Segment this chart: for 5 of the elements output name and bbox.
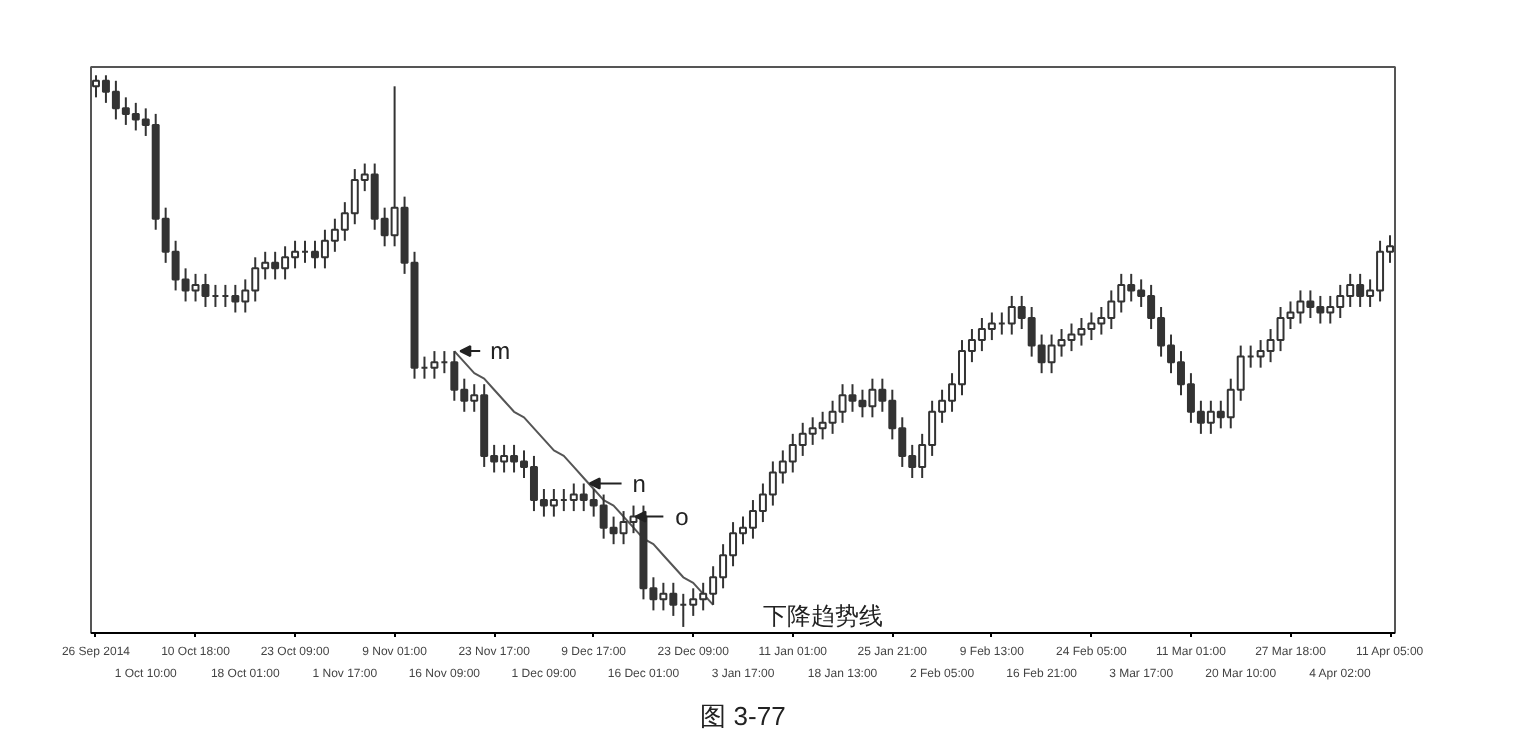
caption: 图 3-77	[700, 701, 786, 731]
annotation: 下降趋势线	[762, 601, 883, 630]
annotation: m	[490, 337, 511, 366]
annotation: o	[675, 502, 690, 531]
annotation: n	[632, 469, 646, 498]
